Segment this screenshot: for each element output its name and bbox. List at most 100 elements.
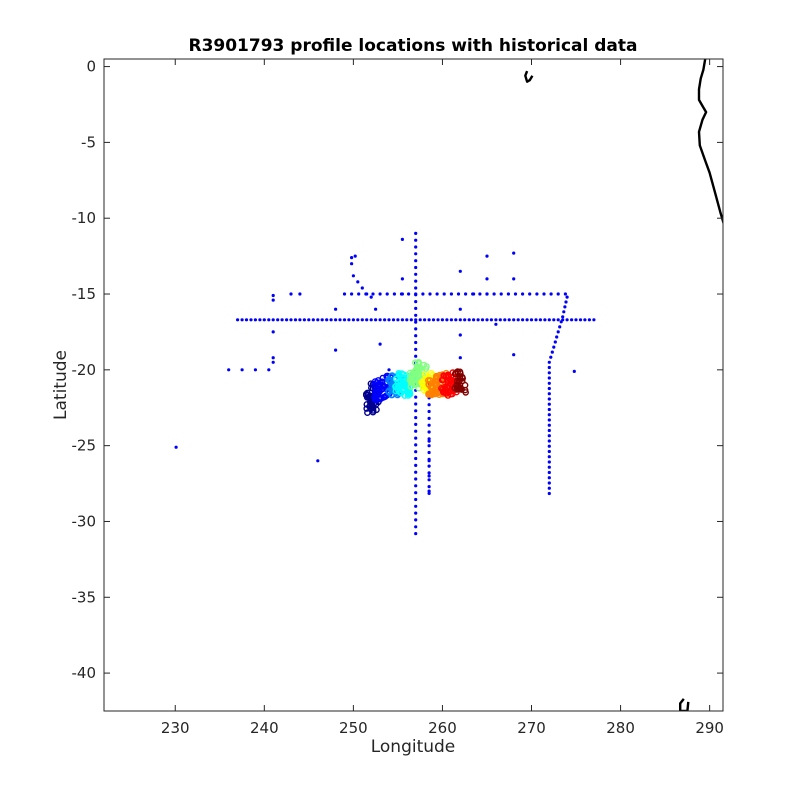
historical-point	[440, 318, 444, 322]
historical-point	[414, 443, 418, 447]
historical-point	[435, 292, 439, 296]
historical-point	[427, 403, 431, 407]
historical-point	[414, 477, 418, 481]
historical-point	[378, 342, 382, 346]
historical-point	[414, 279, 418, 283]
historical-point	[325, 318, 329, 322]
historical-point	[445, 318, 449, 322]
coastline-galapagos	[524, 70, 534, 83]
y-tick-label: -5	[81, 133, 96, 151]
historical-point	[387, 318, 391, 322]
historical-point	[414, 484, 418, 488]
historical-point	[547, 481, 551, 485]
historical-point	[414, 429, 418, 433]
profile-point	[388, 387, 396, 395]
historical-point	[506, 292, 510, 296]
historical-point	[414, 450, 418, 454]
historical-point	[578, 318, 583, 322]
historical-point	[547, 439, 551, 443]
historical-point	[334, 348, 338, 352]
historical-point	[535, 292, 539, 296]
historical-point	[316, 459, 320, 463]
historical-point	[414, 416, 418, 420]
profile-point	[386, 378, 394, 386]
historical-point	[427, 478, 431, 482]
profile-point	[388, 372, 396, 379]
historical-point	[547, 434, 551, 438]
historical-point	[555, 335, 559, 339]
y-tick-label: -20	[72, 361, 97, 379]
historical-point	[249, 318, 253, 322]
historical-point	[414, 238, 418, 242]
axes-box	[103, 58, 724, 712]
chart-title: R3901793 profile locations with historic…	[188, 36, 637, 56]
historical-point	[476, 318, 480, 322]
historical-point	[592, 318, 596, 322]
historical-point	[414, 463, 418, 467]
historical-point	[485, 254, 489, 258]
historical-point	[547, 318, 551, 322]
historical-point	[418, 318, 422, 322]
profile-point	[425, 391, 432, 398]
historical-point	[334, 307, 338, 311]
historical-point	[244, 318, 249, 322]
historical-point	[414, 327, 418, 331]
historical-point	[427, 430, 431, 434]
profile-point	[371, 378, 379, 385]
historical-point	[271, 356, 275, 360]
historical-point	[485, 292, 489, 296]
profile-point	[406, 389, 414, 396]
historical-point	[564, 300, 568, 304]
historical-point	[414, 436, 418, 440]
historical-point	[414, 300, 418, 304]
historical-point	[405, 318, 409, 322]
historical-point	[414, 395, 418, 399]
historical-point	[414, 354, 418, 358]
historical-point	[302, 318, 306, 322]
historical-point	[329, 318, 333, 322]
historical-point	[558, 325, 562, 329]
historical-point	[458, 307, 462, 311]
profile-point	[411, 359, 419, 367]
historical-point	[521, 318, 525, 322]
historical-point	[547, 397, 551, 401]
historical-point	[556, 318, 560, 322]
y-tick-label: -40	[72, 664, 97, 682]
historical-point	[414, 334, 418, 338]
historical-point	[338, 318, 342, 322]
y-tick-label: -30	[72, 512, 97, 530]
historical-point	[559, 320, 563, 324]
historical-point	[400, 318, 404, 322]
historical-point	[414, 518, 418, 522]
historical-point	[350, 262, 354, 266]
historical-point	[307, 318, 311, 322]
historical-point	[485, 318, 489, 322]
historical-point	[293, 318, 298, 322]
historical-point	[570, 318, 574, 322]
historical-point	[387, 368, 391, 372]
historical-point	[267, 318, 271, 322]
historical-point	[369, 295, 373, 299]
profile-point	[378, 385, 386, 393]
historical-point	[320, 318, 324, 322]
historical-point	[423, 318, 427, 322]
historical-point	[350, 292, 354, 296]
historical-point	[400, 292, 404, 296]
profile-point	[444, 371, 452, 379]
x-tick-label: 270	[517, 719, 546, 737]
historical-point	[427, 450, 431, 455]
profile-point	[373, 390, 380, 398]
historical-point	[516, 318, 520, 322]
historical-point	[512, 318, 516, 322]
historical-point	[351, 274, 355, 278]
historical-point	[258, 318, 262, 322]
historical-point	[480, 318, 485, 322]
historical-point	[414, 252, 418, 256]
historical-point	[547, 418, 551, 422]
historical-point	[463, 318, 467, 322]
historical-point	[428, 292, 432, 296]
historical-point	[298, 318, 302, 322]
historical-point	[427, 471, 431, 475]
historical-point	[347, 318, 351, 322]
historical-point	[547, 407, 551, 412]
